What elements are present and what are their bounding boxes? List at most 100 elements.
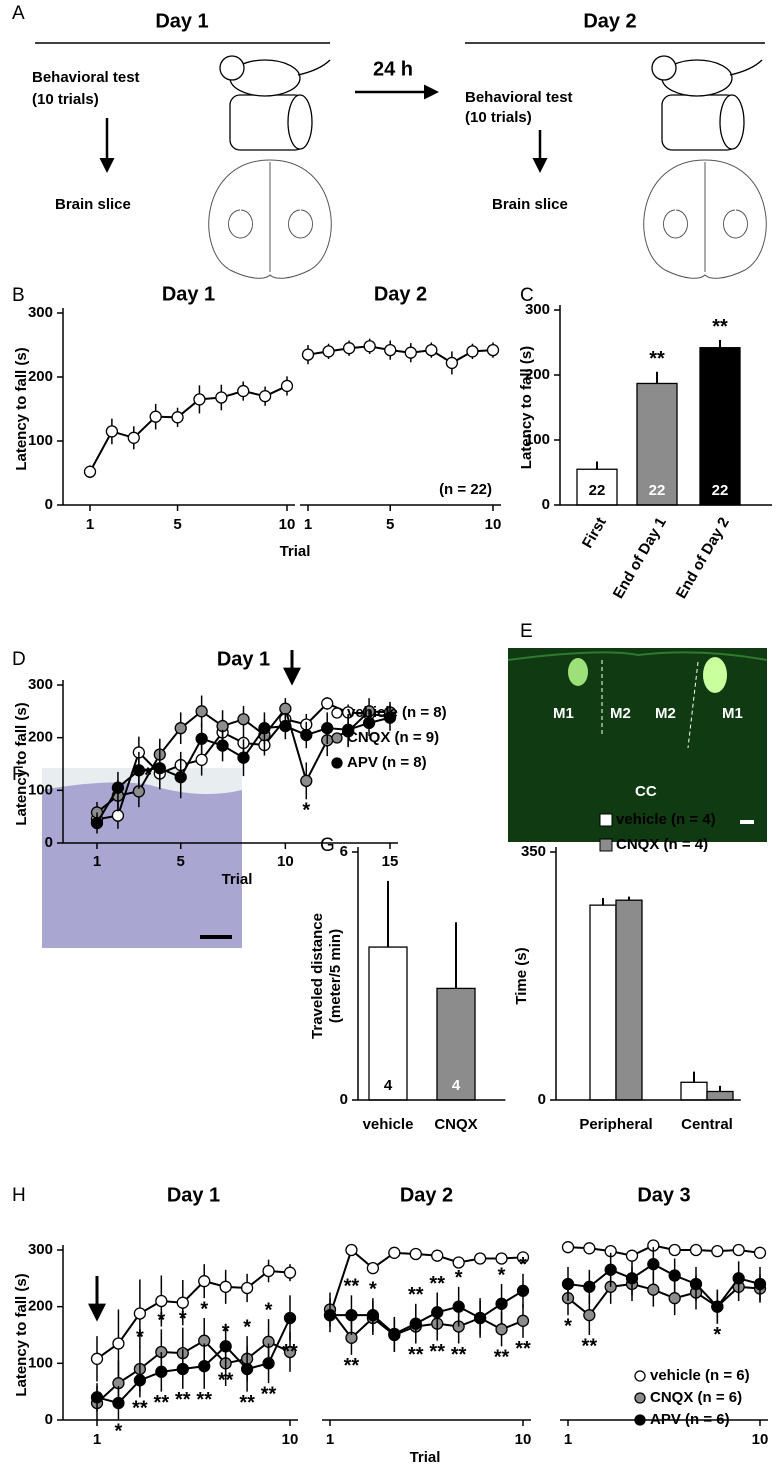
significance: * [243,1316,251,1338]
data-point [323,1309,337,1322]
series-line [329,1248,524,1316]
legend-marker [331,707,343,719]
data-point [280,379,294,393]
bar [636,382,678,506]
data-point [466,345,479,358]
data-point [625,1272,639,1285]
n-label: 22 [589,482,606,499]
data-point [625,1249,639,1262]
significance: * [179,1308,187,1330]
x-tick-label: 1 [93,853,101,870]
data-point [366,1309,380,1322]
x-tick-label: Peripheral [579,1116,652,1133]
y-tick-label: 0 [45,496,53,513]
bar [706,1090,734,1101]
data-point [171,411,184,424]
legend-label: vehicle (n = 8) [347,704,447,721]
x-tick-label: Central [681,1116,733,1133]
scale-bar [200,935,232,939]
data-point [193,393,206,406]
legend-swatch [599,838,613,852]
series-line [329,1308,524,1340]
data-point [516,1284,530,1297]
data-point [258,390,272,403]
data-point [300,774,313,788]
legend-label: APV (n = 6) [650,1411,730,1428]
legend-label: CNQX (n = 4) [616,836,708,853]
x-tick-label: 10 [277,853,294,870]
data-point [111,781,125,794]
panel-f: F * [12,764,242,948]
significance: ** [261,1383,277,1405]
significance: ** [282,1341,298,1363]
data-point [90,1391,104,1404]
data-point [732,1272,745,1285]
y-tick-label: 300 [28,1241,53,1258]
significance: ** [196,1389,212,1411]
x-axis-label: Trial [280,543,311,560]
legend-label: CNQX (n = 6) [650,1389,742,1406]
y-axis-label: Latency to fall (s) [13,347,30,470]
panel-title: Day 1 [167,1184,220,1206]
x-tick-label: 10 [282,1431,299,1448]
significance: ** [239,1392,255,1414]
data-point [198,1275,211,1288]
data-point [689,1243,703,1257]
step: Brain slice [492,196,568,213]
data-point [262,1264,275,1278]
y-tick-label: 6 [340,843,348,860]
data-point [195,753,208,766]
panel-title: Day 3 [637,1184,690,1206]
data-point [240,1362,254,1376]
series-line [89,385,288,473]
significance: * [115,1420,123,1442]
data-point [321,722,334,735]
data-point [195,732,208,745]
panel-title: Day 1 [162,283,215,305]
data-point [300,728,313,742]
data-point [216,739,229,752]
data-point [362,716,376,730]
data-point [83,465,97,478]
legend-label: APV (n = 8) [347,754,427,771]
data-point [240,1281,254,1295]
scale-bar [740,820,754,824]
n-label: 4 [452,1077,461,1094]
injection-site [568,658,588,686]
data-point [384,343,397,357]
histology-image [42,768,242,948]
panel-label: E [520,621,533,642]
data-point [195,705,208,718]
panel-label: A [12,3,25,24]
data-point [425,343,438,357]
data-point [486,343,500,357]
n-label: 4 [384,1077,393,1094]
x-tick-label: 10 [279,516,296,533]
x-axis-label: Trial [410,1449,441,1464]
significance: ** [408,1284,424,1306]
y-tick-label: 200 [525,366,550,383]
data-point [132,764,146,777]
y-tick-label: 0 [45,834,53,851]
data-point [133,1307,147,1320]
y-tick-label: 300 [525,301,550,318]
data-point [262,1357,275,1370]
data-point [112,1396,125,1410]
legend-marker [331,757,343,769]
y-tick-label: 100 [28,432,53,449]
data-point [341,723,355,736]
x-tick-label: 5 [386,516,394,533]
x-tick-label: 10 [515,1431,532,1448]
data-point [366,1261,380,1275]
data-point [583,1309,596,1322]
series-line [567,1263,761,1309]
interval: 24 h [373,58,413,80]
x-tick-label: 1 [86,516,94,533]
significance: ** [408,1344,424,1366]
step: (10 trials) [465,109,532,126]
legend-label: vehicle (n = 4) [616,811,716,828]
y-tick-label: 0 [538,1091,546,1108]
significance: ** [132,1398,148,1420]
data-point [283,1266,297,1279]
